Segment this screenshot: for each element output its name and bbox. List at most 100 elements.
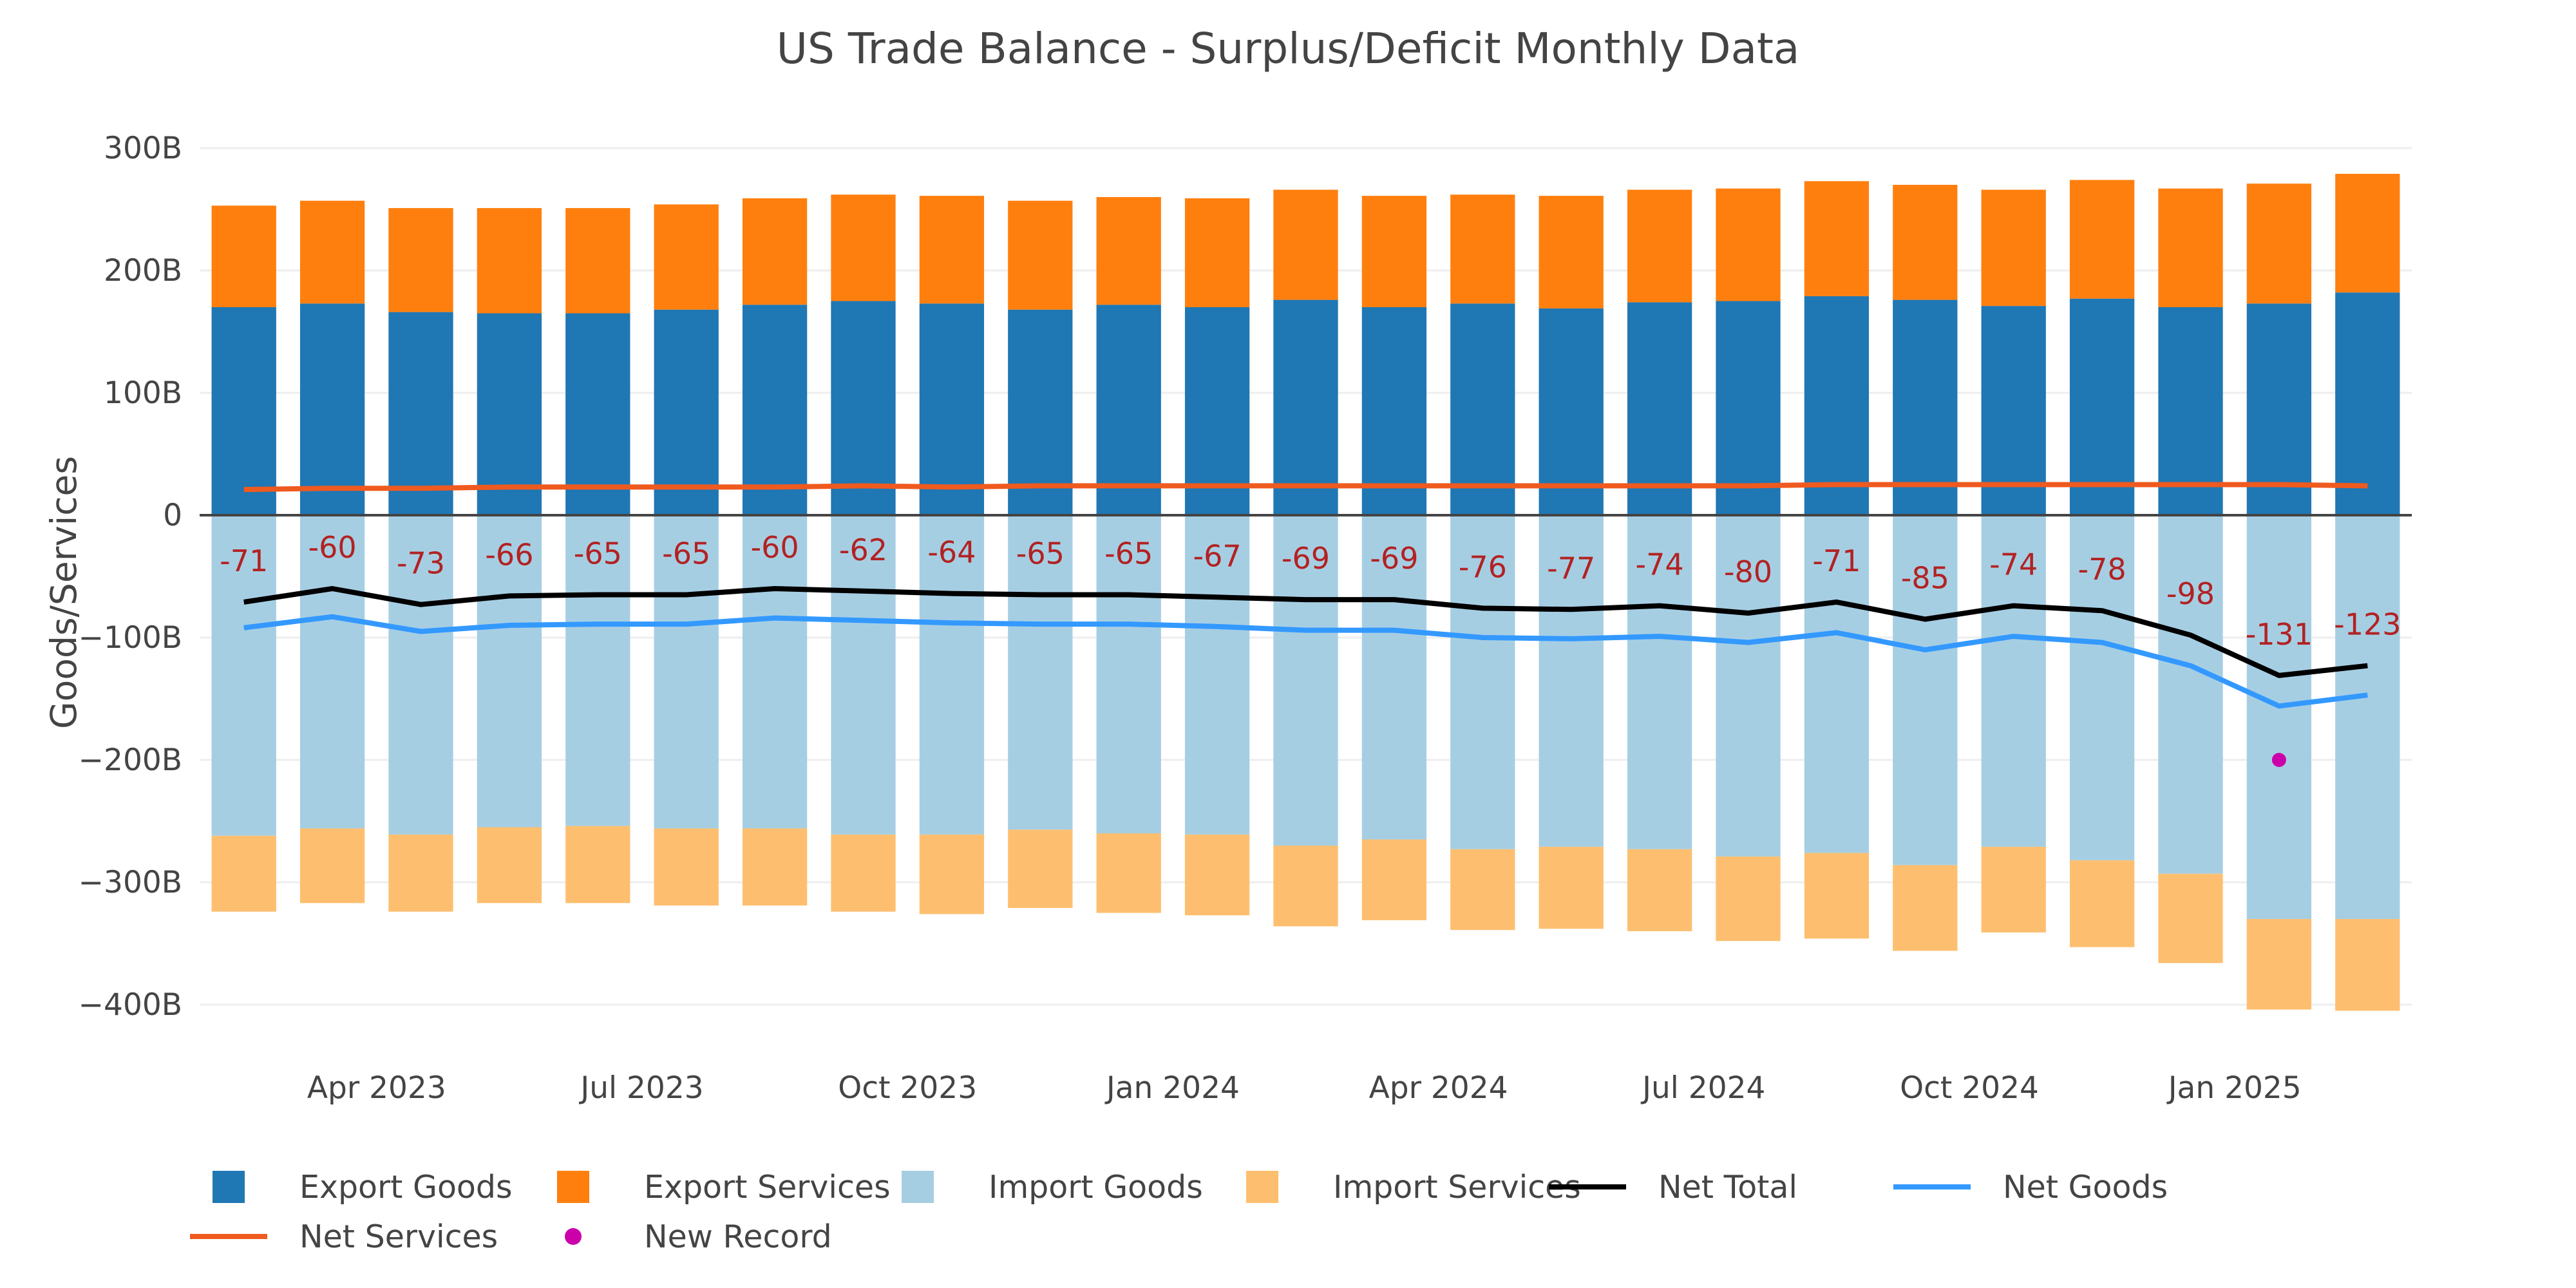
bar-export-services: [299, 200, 365, 304]
bar-import-goods: [1008, 515, 1073, 830]
net-total-data-label: -62: [839, 533, 887, 567]
bar-import-goods: [565, 515, 630, 826]
bar-export-goods: [565, 313, 630, 515]
bar-import-services: [654, 828, 719, 906]
legend-label: Net Total: [1658, 1169, 1797, 1206]
bar-import-goods: [2069, 515, 2135, 860]
bar-export-services: [1361, 196, 1427, 307]
bar-import-goods: [742, 515, 808, 829]
new-record-marker: [2271, 753, 2286, 767]
x-tick-label: Jul 2023: [578, 1070, 703, 1106]
x-tick-label: Oct 2023: [838, 1070, 977, 1106]
x-tick-label: Apr 2023: [307, 1070, 446, 1106]
net-total-data-label: -80: [1724, 554, 1772, 589]
bar-import-services: [2158, 873, 2223, 963]
y-tick-label: −300B: [79, 865, 182, 900]
bar-export-goods: [2069, 298, 2135, 515]
bar-export-services: [565, 208, 630, 314]
net-total-data-label: -98: [2166, 576, 2215, 611]
bar-export-goods: [1627, 302, 1692, 515]
bar-import-goods: [1096, 515, 1161, 833]
net-total-data-label: -69: [1370, 541, 1418, 576]
bar-export-services: [2069, 180, 2135, 299]
net-total-data-label: -65: [1016, 536, 1065, 571]
line-net-total: [243, 586, 2368, 678]
bar-import-services: [1361, 839, 1427, 920]
bar-export-services: [654, 204, 719, 310]
net-total-data-label: -76: [1459, 549, 1507, 584]
bar-import-services: [1008, 829, 1073, 908]
bar-import-goods: [919, 515, 985, 835]
bar-import-services: [1450, 849, 1515, 931]
bar-export-services: [1627, 189, 1692, 303]
net-total-data-label: -131: [2246, 617, 2313, 652]
y-tick-label: −400B: [79, 987, 182, 1023]
net-total-data-label: -85: [1901, 561, 1949, 596]
bar-export-services: [1184, 198, 1250, 307]
bar-export-services: [1893, 185, 1958, 300]
legend: Export Goods Export Services Import Goods I…: [190, 1169, 2168, 1255]
legend-item-import-services: Import Services: [1246, 1169, 1581, 1206]
chart-title: US Trade Balance - Surplus/Deficit Month…: [777, 24, 1800, 73]
net-total-data-label: -60: [308, 530, 357, 565]
bar-export-services: [477, 208, 542, 314]
y-tick-label: −200B: [79, 743, 182, 778]
bar-import-services: [1539, 846, 1604, 929]
bar-export-goods: [388, 312, 453, 515]
bar-import-goods: [1361, 515, 1427, 840]
bar-import-services: [299, 828, 365, 904]
bar-export-goods: [1893, 299, 1958, 515]
bar-export-goods: [1450, 303, 1515, 515]
x-tick-label: Jan 2025: [2166, 1070, 2302, 1106]
bar-import-goods: [654, 515, 719, 829]
net-total-data-label: -65: [662, 536, 710, 571]
bar-export-services: [1539, 196, 1604, 308]
bar-export-services: [1804, 181, 1870, 296]
bar-export-services: [2335, 173, 2400, 293]
legend-label: Import Goods: [989, 1169, 1203, 1206]
bar-import-goods: [1539, 515, 1604, 847]
bar-export-goods: [1184, 307, 1250, 515]
legend-swatch: [902, 1171, 934, 1203]
x-tick-label: Apr 2024: [1369, 1070, 1508, 1106]
y-axis-title: Goods/Services: [43, 456, 84, 729]
y-tick-label: 0: [163, 498, 182, 533]
bar-import-goods: [1273, 515, 1338, 846]
bar-export-services: [1096, 197, 1161, 305]
bar-export-goods: [1096, 305, 1161, 515]
bar-import-goods: [1184, 515, 1250, 835]
bar-import-services: [742, 828, 808, 906]
bar-export-goods: [477, 313, 542, 515]
bar-export-goods: [1716, 301, 1781, 515]
line-net-services: [243, 482, 2368, 493]
bar-export-services: [388, 208, 453, 312]
lines: [243, 482, 2368, 767]
bar-import-services: [1184, 834, 1250, 916]
net-total-data-label: -66: [485, 537, 533, 572]
bar-import-goods: [1804, 515, 1870, 853]
legend-label: Export Services: [644, 1169, 891, 1206]
bar-import-services: [1981, 846, 2046, 933]
bar-export-services: [1981, 189, 2046, 307]
legend-item-net-total: Net Total: [1549, 1169, 1797, 1206]
net-total-data-label: -65: [1104, 536, 1153, 571]
legend-item-import-goods: Import Goods: [902, 1169, 1203, 1206]
x-tick-label: Oct 2024: [1900, 1070, 2039, 1106]
bar-export-goods: [299, 303, 365, 515]
legend-item-export-goods: Export Goods: [213, 1169, 513, 1206]
bar-export-goods: [654, 309, 719, 515]
net-total-data-label: -73: [397, 546, 445, 581]
bar-import-goods: [1893, 515, 1958, 866]
bar-import-services: [1804, 853, 1870, 939]
bar-export-goods: [1361, 307, 1427, 515]
net-total-data-label: -69: [1282, 541, 1330, 576]
bar-export-goods: [1539, 308, 1604, 515]
bar-export-goods: [2335, 292, 2400, 515]
bar-import-goods: [299, 515, 365, 829]
y-tick-label: 200B: [104, 253, 182, 289]
bar-export-goods: [831, 301, 896, 515]
net-total-data-label: -71: [1812, 544, 1861, 578]
bar-import-services: [565, 826, 630, 904]
